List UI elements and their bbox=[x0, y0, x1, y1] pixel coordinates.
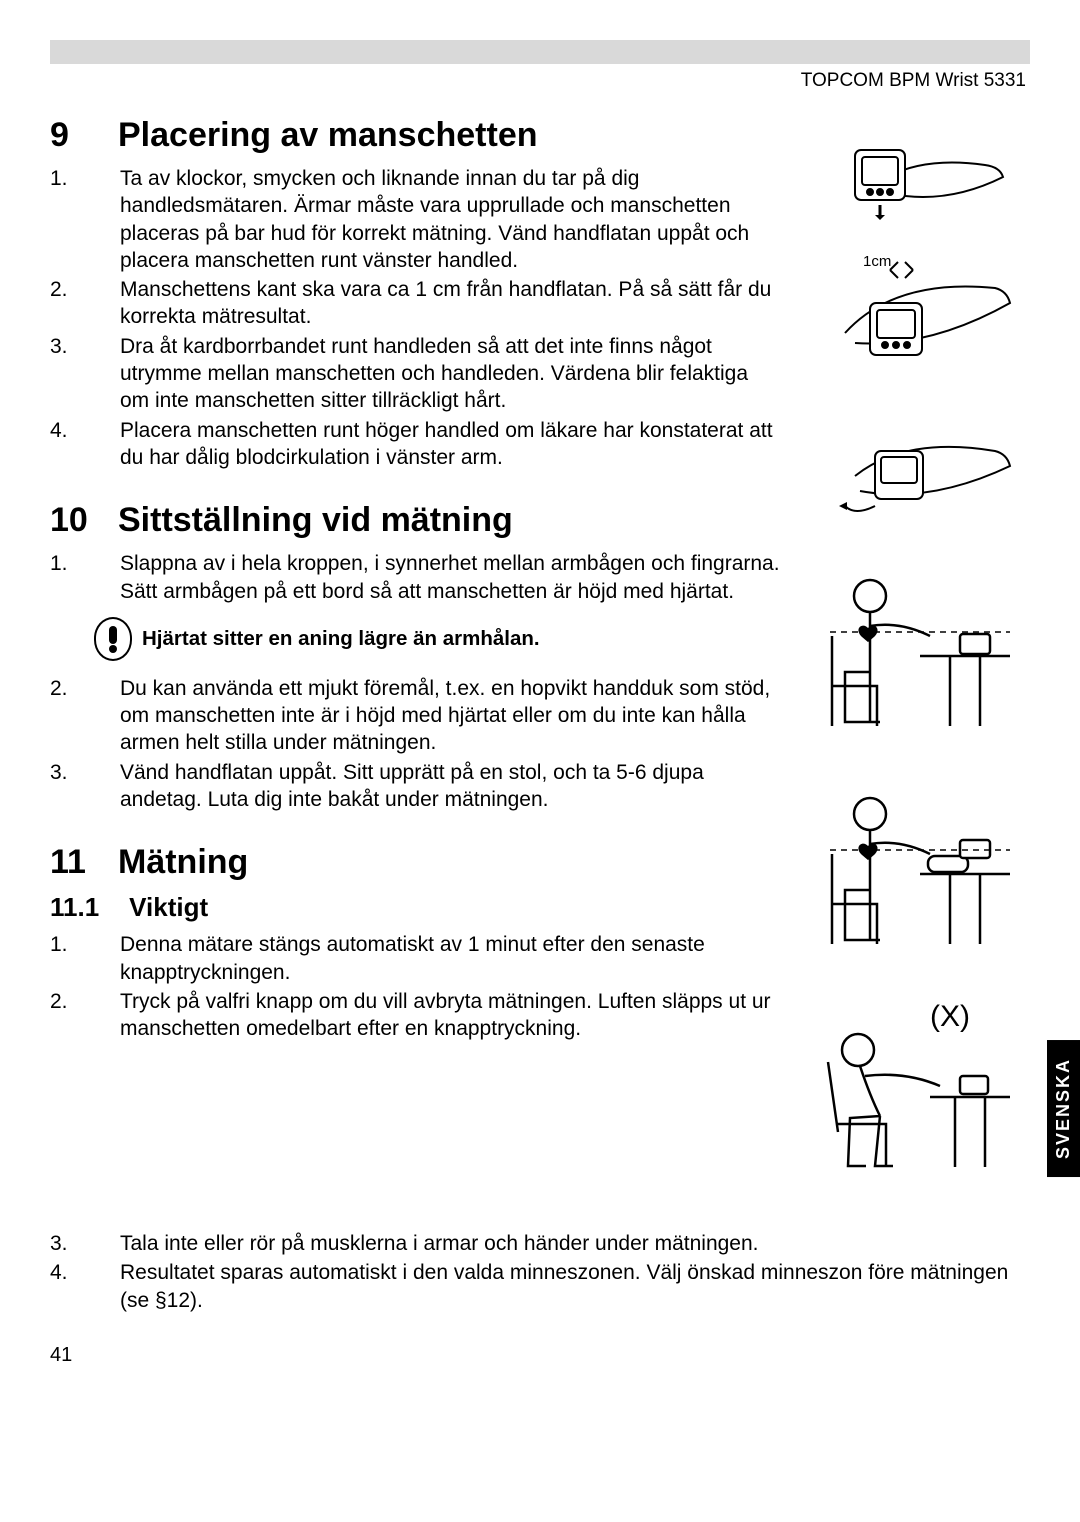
figure-column: 1cm bbox=[800, 110, 1030, 1230]
list-item-text: Manschettens kant ska vara ca 1 cm från … bbox=[120, 276, 780, 331]
list-item-text: Dra åt kardborrbandet runt handleden så … bbox=[120, 333, 780, 415]
list-item: 3.Dra åt kardborrbandet runt handleden s… bbox=[50, 333, 780, 415]
section-11-title: Mätning bbox=[118, 843, 248, 882]
info-icon bbox=[94, 617, 132, 661]
language-tab: SVENSKA bbox=[1047, 1040, 1080, 1177]
section-10-number: 10 bbox=[50, 501, 90, 540]
section-11-list-narrow: 1.Denna mätare stängs automatiskt av 1 m… bbox=[50, 931, 780, 1042]
list-item: 4.Resultatet sparas automatiskt i den va… bbox=[50, 1259, 1030, 1314]
note-row: Hjärtat sitter en aning lägre än armhåla… bbox=[94, 617, 780, 661]
section-11-heading: 11 Mätning bbox=[50, 843, 780, 882]
section-9-list: 1.Ta av klockor, smycken och liknande in… bbox=[50, 165, 780, 471]
list-item: 3.Vänd handflatan uppåt. Sitt upprätt på… bbox=[50, 759, 780, 814]
text-column: 9 Placering av manschetten 1.Ta av klock… bbox=[50, 110, 780, 1230]
list-item-text: Slappna av i hela kroppen, i synnerhet m… bbox=[120, 550, 780, 605]
list-item: 4.Placera manschetten runt höger handled… bbox=[50, 417, 780, 472]
list-item-text: Ta av klockor, smycken och liknande inna… bbox=[120, 165, 780, 274]
figure-cuff-placement bbox=[800, 110, 1030, 220]
figure-tighten-strap bbox=[800, 406, 1030, 526]
label-x: (X) bbox=[930, 1002, 970, 1033]
list-item-text: Du kan använda ett mjukt föremål, t.ex. … bbox=[120, 675, 780, 757]
section-9-title: Placering av manschetten bbox=[118, 116, 538, 155]
list-item: 1.Slappna av i hela kroppen, i synnerhet… bbox=[50, 550, 780, 605]
figure-wrong-posture: (X) bbox=[800, 1002, 1030, 1202]
page: TOPCOM BPM Wrist 5331 9 Placering av man… bbox=[0, 0, 1080, 1407]
figure-1cm-gap: 1cm bbox=[800, 248, 1030, 378]
note-text: Hjärtat sitter en aning lägre än armhåla… bbox=[142, 626, 540, 652]
label-1cm: 1cm bbox=[863, 253, 891, 270]
list-item: 2.Du kan använda ett mjukt föremål, t.ex… bbox=[50, 675, 780, 757]
section-9-heading: 9 Placering av manschetten bbox=[50, 116, 780, 155]
two-column-layout: 9 Placering av manschetten 1.Ta av klock… bbox=[50, 110, 1030, 1230]
list-item-text: Resultatet sparas automatiskt i den vald… bbox=[120, 1259, 1030, 1314]
section-10-list-top: 1.Slappna av i hela kroppen, i synnerhet… bbox=[50, 550, 780, 605]
top-grey-bar bbox=[50, 40, 1030, 64]
list-item-text: Tryck på valfri knapp om du vill avbryta… bbox=[120, 988, 780, 1043]
section-9-number: 9 bbox=[50, 116, 90, 155]
product-header: TOPCOM BPM Wrist 5331 bbox=[50, 70, 1030, 92]
section-10-heading: 10 Sittställning vid mätning bbox=[50, 501, 780, 540]
section-11-1-number: 11.1 bbox=[50, 892, 99, 923]
section-11-1-title: Viktigt bbox=[129, 892, 208, 923]
section-10-list-bottom: 2.Du kan använda ett mjukt föremål, t.ex… bbox=[50, 675, 780, 813]
section-11-1-heading: 11.1 Viktigt bbox=[50, 892, 780, 923]
section-11-number: 11 bbox=[50, 843, 90, 882]
list-item-text: Placera manschetten runt höger handled o… bbox=[120, 417, 780, 472]
list-item: 3.Tala inte eller rör på musklerna i arm… bbox=[50, 1230, 1030, 1257]
list-item: 1.Denna mätare stängs automatiskt av 1 m… bbox=[50, 931, 780, 986]
list-item-text: Vänd handflatan uppåt. Sitt upprätt på e… bbox=[120, 759, 780, 814]
section-10-title: Sittställning vid mätning bbox=[118, 501, 513, 540]
figure-seated-correct bbox=[800, 566, 1030, 756]
list-item: 2.Tryck på valfri knapp om du vill avbry… bbox=[50, 988, 780, 1043]
page-number: 41 bbox=[50, 1344, 1030, 1367]
list-item-text: Denna mätare stängs automatiskt av 1 min… bbox=[120, 931, 780, 986]
figure-seated-cushion bbox=[800, 784, 1030, 974]
list-item-text: Tala inte eller rör på musklerna i armar… bbox=[120, 1230, 759, 1257]
list-item: 2.Manschettens kant ska vara ca 1 cm frå… bbox=[50, 276, 780, 331]
list-item: 1.Ta av klockor, smycken och liknande in… bbox=[50, 165, 780, 274]
section-11-list-wide: 3.Tala inte eller rör på musklerna i arm… bbox=[50, 1230, 1030, 1314]
